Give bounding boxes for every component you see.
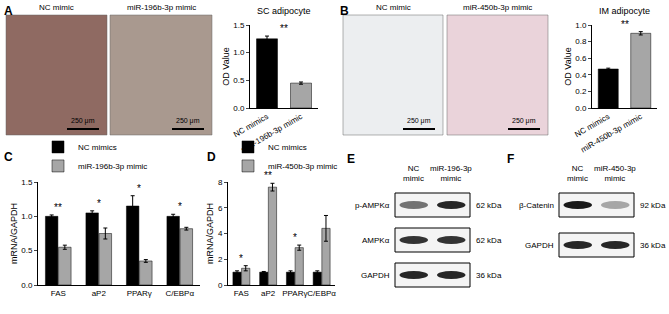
svg-text:OD Value: OD Value bbox=[221, 47, 231, 85]
svg-text:1.5: 1.5 bbox=[21, 178, 33, 187]
svg-text:β-Catenin: β-Catenin bbox=[519, 201, 554, 210]
svg-text:0.5: 0.5 bbox=[233, 76, 245, 85]
svg-text:miR-196b-3p mimic: miR-196b-3p mimic bbox=[78, 162, 147, 171]
svg-text:miR-450b-3p mimic: miR-450b-3p mimic bbox=[268, 162, 337, 171]
svg-text:FAS: FAS bbox=[51, 289, 66, 298]
svg-text:0.2: 0.2 bbox=[575, 87, 587, 96]
svg-text:miR-450b-3p mimic: miR-450b-3p mimic bbox=[463, 3, 532, 12]
svg-text:**: ** bbox=[280, 23, 288, 34]
svg-text:D: D bbox=[207, 150, 216, 164]
svg-text:0: 0 bbox=[218, 281, 223, 290]
svg-text:0.5: 0.5 bbox=[21, 246, 33, 255]
svg-text:miR-450b-3p mimic: miR-450b-3p mimic bbox=[579, 112, 644, 154]
svg-text:NC mimics: NC mimics bbox=[232, 112, 270, 139]
svg-text:NC mimic: NC mimic bbox=[39, 3, 74, 12]
svg-text:**: ** bbox=[621, 19, 629, 30]
svg-text:0.0: 0.0 bbox=[233, 104, 245, 113]
svg-text:1.0: 1.0 bbox=[21, 212, 33, 221]
svg-text:OD Value: OD Value bbox=[563, 47, 573, 85]
svg-text:*: * bbox=[239, 253, 243, 264]
svg-text:**: ** bbox=[54, 202, 62, 213]
svg-text:*: * bbox=[293, 232, 297, 243]
svg-text:aP2: aP2 bbox=[92, 289, 107, 298]
svg-text:1.0: 1.0 bbox=[575, 21, 587, 30]
svg-text:miR-450-3pmimic: miR-450-3pmimic bbox=[594, 164, 636, 183]
svg-text:NC mimics: NC mimics bbox=[573, 112, 611, 139]
svg-text:GAPDH: GAPDH bbox=[361, 271, 390, 280]
svg-text:C/EBPα: C/EBPα bbox=[307, 289, 336, 298]
svg-text:C: C bbox=[4, 150, 13, 164]
svg-text:NCmimic: NCmimic bbox=[403, 164, 424, 183]
svg-text:1.5: 1.5 bbox=[233, 21, 245, 30]
svg-text:**: ** bbox=[264, 170, 272, 181]
svg-text:NCmimic: NCmimic bbox=[567, 164, 588, 183]
svg-text:GAPDH: GAPDH bbox=[525, 241, 554, 250]
svg-text:36 kDa: 36 kDa bbox=[476, 271, 502, 280]
svg-text:NC mimic: NC mimic bbox=[376, 3, 411, 12]
svg-text:FAS: FAS bbox=[234, 289, 249, 298]
svg-text:AMPKα: AMPKα bbox=[362, 236, 390, 245]
svg-text:4: 4 bbox=[218, 229, 223, 238]
svg-text:6: 6 bbox=[218, 204, 223, 213]
svg-text:0.6: 0.6 bbox=[575, 54, 587, 63]
svg-text:250 μm: 250 μm bbox=[176, 117, 200, 125]
svg-text:0.0: 0.0 bbox=[575, 104, 587, 113]
svg-text:A: A bbox=[4, 4, 13, 18]
svg-text:F: F bbox=[507, 152, 514, 166]
svg-text:miR-196b-3p mimic: miR-196b-3p mimic bbox=[239, 112, 304, 155]
svg-text:aP2: aP2 bbox=[261, 289, 276, 298]
svg-text:SC adipocyte: SC adipocyte bbox=[257, 6, 311, 16]
svg-text:PPARγ: PPARγ bbox=[127, 289, 152, 298]
svg-text:0.0: 0.0 bbox=[21, 281, 33, 290]
svg-text:62 kDa: 62 kDa bbox=[476, 236, 502, 245]
svg-text:NC mimics: NC mimics bbox=[78, 143, 117, 152]
svg-text:62 kDa: 62 kDa bbox=[476, 201, 502, 210]
svg-text:1.0: 1.0 bbox=[233, 48, 245, 57]
svg-text:NC mimics: NC mimics bbox=[268, 143, 307, 152]
svg-text:E: E bbox=[347, 152, 355, 166]
svg-text:*: * bbox=[178, 201, 182, 212]
svg-text:92 kDa: 92 kDa bbox=[640, 201, 666, 210]
svg-text:mRNA/GAPDH: mRNA/GAPDH bbox=[205, 203, 215, 264]
svg-text:2: 2 bbox=[218, 255, 223, 264]
svg-text:*: * bbox=[137, 183, 141, 194]
svg-text:B: B bbox=[340, 4, 349, 18]
svg-text:*: * bbox=[97, 198, 101, 209]
svg-text:250 μm: 250 μm bbox=[71, 117, 95, 125]
svg-text:250 μm: 250 μm bbox=[512, 117, 536, 125]
svg-text:8: 8 bbox=[218, 178, 223, 187]
svg-text:0.4: 0.4 bbox=[575, 71, 587, 80]
svg-text:p-AMPKα: p-AMPKα bbox=[355, 201, 390, 210]
svg-text:miR-196b-3p mimic: miR-196b-3p mimic bbox=[127, 3, 196, 12]
svg-text:PPARγ: PPARγ bbox=[282, 289, 307, 298]
svg-text:250 μm: 250 μm bbox=[407, 117, 431, 125]
svg-text:36 kDa: 36 kDa bbox=[640, 241, 666, 250]
svg-text:IM adipocyte: IM adipocyte bbox=[599, 6, 650, 16]
svg-text:0.8: 0.8 bbox=[575, 37, 587, 46]
svg-text:C/EBPα: C/EBPα bbox=[165, 289, 194, 298]
svg-text:mRNA/GAPDH: mRNA/GAPDH bbox=[9, 203, 19, 264]
svg-text:miR-196-3pmimic: miR-196-3pmimic bbox=[430, 164, 472, 183]
